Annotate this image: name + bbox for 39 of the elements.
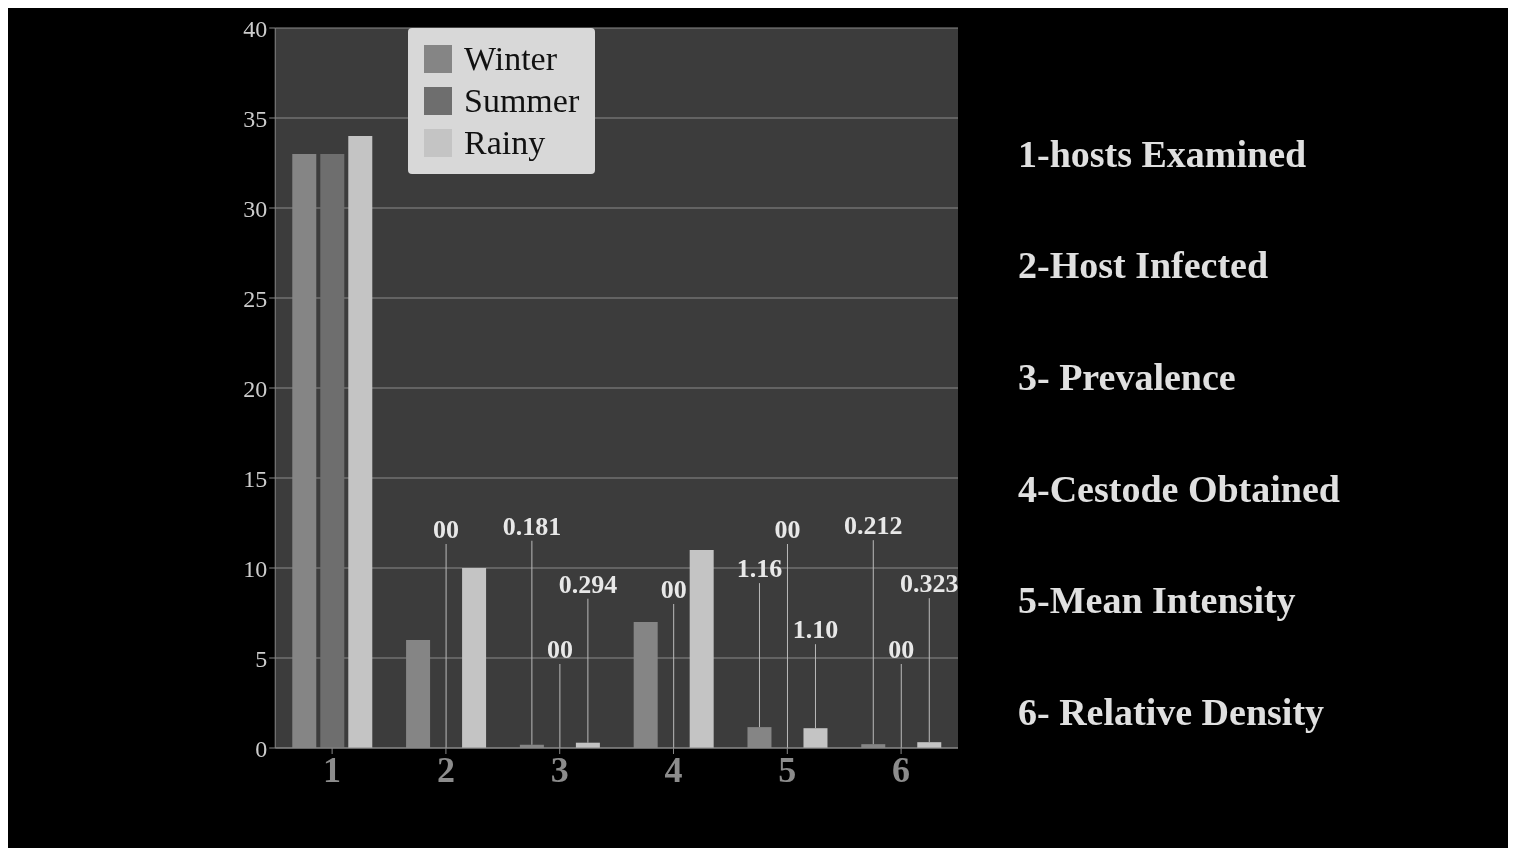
bar xyxy=(348,136,373,748)
x-tick-label: 6 xyxy=(892,749,911,790)
y-tick-label: 35 xyxy=(243,105,268,132)
bar xyxy=(689,550,714,748)
data-label: 0.294 xyxy=(558,569,618,599)
x-tick-label: 4 xyxy=(664,749,683,790)
data-label: 00 xyxy=(660,575,687,604)
y-tick-label: 25 xyxy=(243,285,268,312)
data-label: 1.10 xyxy=(792,615,839,645)
text: 3- Prevalence xyxy=(1018,355,1237,400)
x-tick-label: 3 xyxy=(550,749,569,790)
bar xyxy=(320,154,345,748)
data-label: 0.212 xyxy=(844,511,903,541)
text: 5-Mean Intensity xyxy=(1018,578,1297,623)
text: 6- Relative Density xyxy=(1018,690,1326,735)
data-label: 00 xyxy=(774,515,801,544)
legend-label: Summer xyxy=(464,82,580,120)
x-tick-label: 5 xyxy=(778,749,797,790)
y-tick-label: 15 xyxy=(243,465,268,492)
data-label: 00 xyxy=(546,635,573,664)
y-tick-label: 20 xyxy=(243,375,268,402)
legend-label: Winter xyxy=(464,40,558,78)
text: 4-Cestode Obtained xyxy=(1018,466,1340,511)
y-tick-label: 10 xyxy=(243,555,268,582)
text: 1-hosts Examined xyxy=(1018,131,1308,176)
text: 2-Host Infected xyxy=(1018,243,1270,288)
y-tick-label: 30 xyxy=(243,195,268,222)
y-tick-label: 0 xyxy=(255,735,268,762)
x-tick-label: 2 xyxy=(436,749,455,790)
data-label: 00 xyxy=(888,635,915,664)
x-tick-label: 1 xyxy=(323,749,342,790)
data-label: 00 xyxy=(433,515,460,544)
y-tick-label: 40 xyxy=(243,15,268,42)
y-tick-label: 5 xyxy=(255,645,268,672)
data-label: 0.323 xyxy=(900,569,959,599)
legend-label: Rainy xyxy=(464,124,546,162)
data-label: 0.181 xyxy=(502,511,562,541)
data-label: 1.16 xyxy=(736,554,783,584)
bar xyxy=(462,568,487,748)
